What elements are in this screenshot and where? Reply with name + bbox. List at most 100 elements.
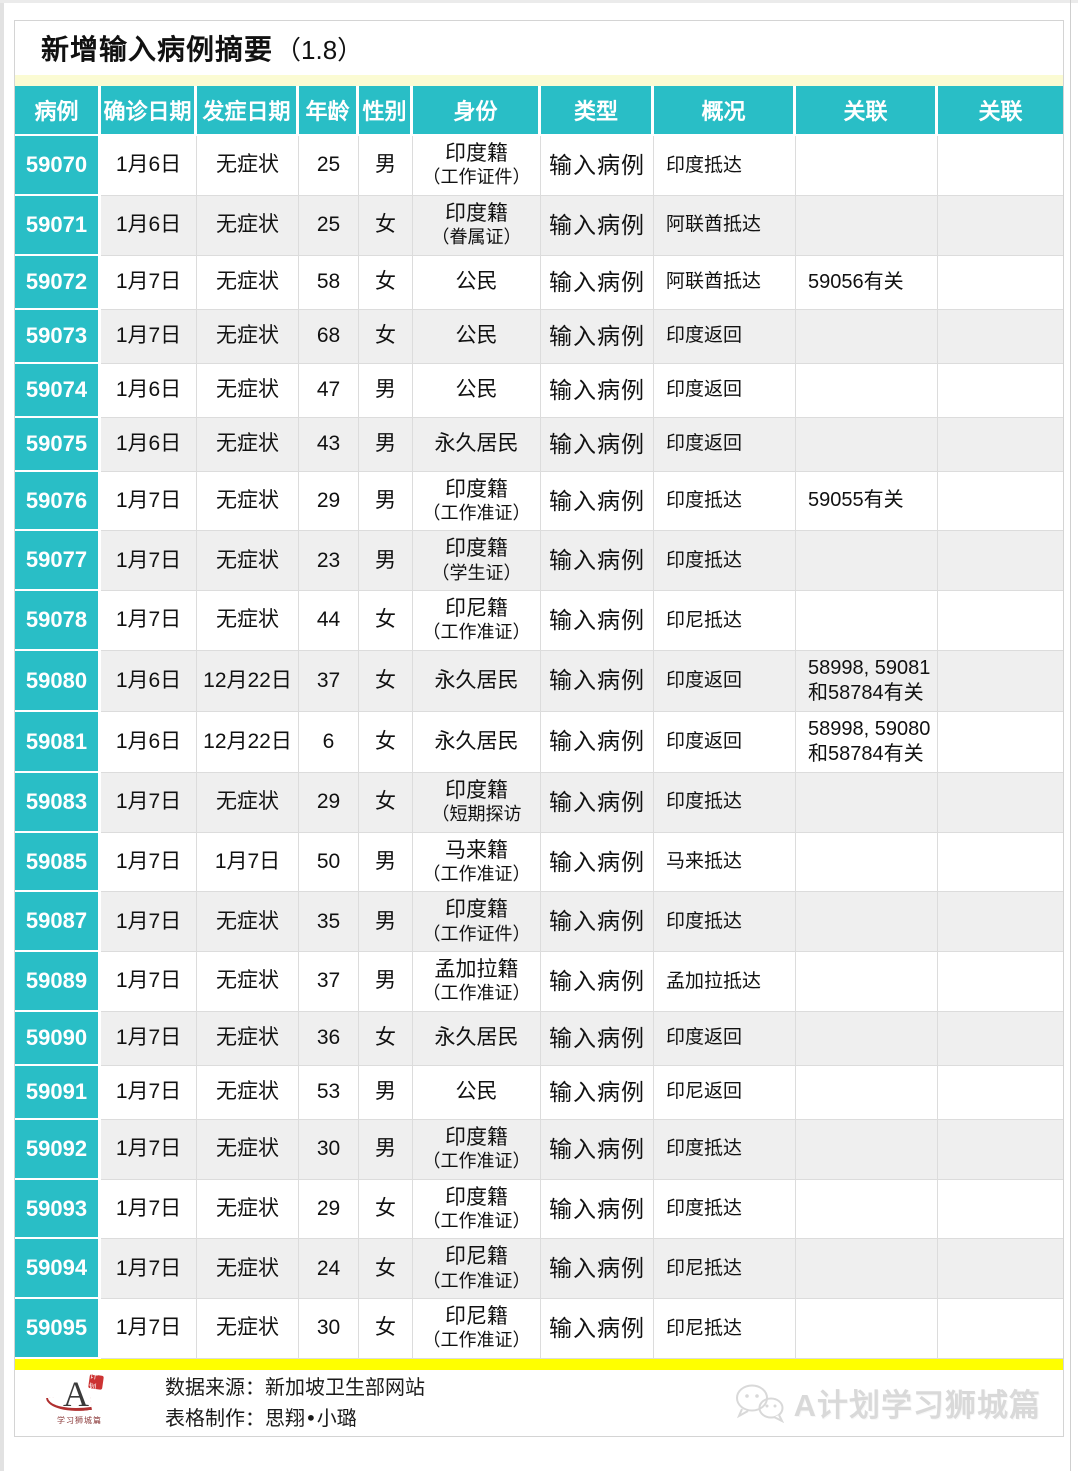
overview-cell: 印度抵达 [654, 1119, 796, 1180]
overview-cell: 印尼抵达 [654, 591, 796, 651]
confirm-date-cell: 1月7日 [101, 1011, 197, 1066]
age-cell: 50 [299, 832, 359, 893]
onset-date-cell: 无症状 [197, 531, 299, 591]
onset-date-cell: 无症状 [197, 255, 299, 310]
identity-cell: 公民 [413, 255, 541, 310]
identity-cell: 印度籍 （眷属证） [413, 195, 541, 256]
table-header-row: 病例 确诊日期 发症日期 年龄 性别 身份 类型 概况 关联 关联 [15, 86, 1063, 136]
identity-cell: 印度籍 （工作准证） [413, 471, 541, 532]
related-cell: 59055有关 [796, 471, 938, 532]
column-header: 病例 [15, 86, 101, 136]
gender-cell: 女 [359, 650, 413, 712]
overview-cell: 印度抵达 [654, 772, 796, 833]
case-id-cell: 59072 [15, 255, 101, 310]
overview-cell: 印度抵达 [654, 1179, 796, 1240]
yellow-divider [15, 1358, 1063, 1370]
column-header: 关联 [938, 86, 1063, 136]
case-id-cell: 59070 [15, 136, 101, 196]
identity-cell: 印尼籍 （工作准证） [413, 1299, 541, 1359]
related-cell [796, 1119, 938, 1180]
related-cell [796, 417, 938, 472]
table-row: 59070 1月6日 无症状 25 男 印度籍 （工作证件） 输入病例 印度抵达 [15, 136, 1063, 196]
age-cell: 23 [299, 531, 359, 591]
gender-cell: 男 [359, 471, 413, 532]
onset-date-cell: 无症状 [197, 417, 299, 472]
related2-cell [938, 309, 1063, 364]
title-bar: 新增输入病例摘要 （1.8） [15, 21, 1063, 75]
gender-cell: 男 [359, 136, 413, 196]
onset-date-cell: 无症状 [197, 591, 299, 651]
table-row: 59090 1月7日 无症状 36 女 永久居民 输入病例 印度返回 [15, 1011, 1063, 1066]
case-id-cell: 59078 [15, 591, 101, 651]
confirm-date-cell: 1月7日 [101, 1299, 197, 1359]
type-cell: 输入病例 [541, 591, 654, 651]
confirm-date-cell: 1月7日 [101, 952, 197, 1012]
age-cell: 30 [299, 1119, 359, 1180]
column-header: 年龄 [299, 86, 359, 136]
type-cell: 输入病例 [541, 1065, 654, 1120]
right-edge-line [1070, 0, 1071, 1471]
logo-seal: 计划 [88, 1371, 104, 1392]
table-row: 59087 1月7日 无症状 35 男 印度籍 （工作证件） 输入病例 印度抵达 [15, 892, 1063, 952]
overview-cell: 马来抵达 [654, 832, 796, 893]
case-id-cell: 59095 [15, 1299, 101, 1359]
case-id-cell: 59074 [15, 363, 101, 418]
related-cell [796, 591, 938, 651]
identity-cell: 印度籍 （工作证件） [413, 136, 541, 196]
related-cell [796, 1239, 938, 1299]
type-cell: 输入病例 [541, 363, 654, 418]
onset-date-cell: 无症状 [197, 363, 299, 418]
gender-cell: 男 [359, 417, 413, 472]
age-cell: 37 [299, 952, 359, 1012]
type-cell: 输入病例 [541, 471, 654, 532]
gender-cell: 女 [359, 195, 413, 256]
onset-date-cell: 无症状 [197, 892, 299, 952]
table-row: 59081 1月6日 12月22日 6 女 永久居民 输入病例 印度返回 589… [15, 711, 1063, 773]
table-body: 59070 1月6日 无症状 25 男 印度籍 （工作证件） 输入病例 印度抵达… [15, 136, 1063, 1359]
credits: 数据来源：新加坡卫生部网站 表格制作：思翔•小璐 [165, 1372, 425, 1434]
table-row: 59074 1月6日 无症状 47 男 公民 输入病例 印度返回 [15, 363, 1063, 418]
brand-logo: A 计划 学习狮城篇 [41, 1371, 133, 1431]
gender-cell: 男 [359, 832, 413, 893]
logo-sub-text: 学习狮城篇 [57, 1415, 102, 1425]
footer: A 计划 学习狮城篇 数据来源：新加坡卫生部网站 表格制作：思翔•小璐 [15, 1369, 1063, 1436]
type-cell: 输入病例 [541, 1011, 654, 1066]
gender-cell: 女 [359, 591, 413, 651]
identity-cell: 孟加拉籍 （工作准证） [413, 952, 541, 1012]
related-cell: 58998, 59080 和58784有关 [796, 711, 938, 773]
case-summary-card: 新增输入病例摘要 （1.8） 病例 确诊日期 发症日期 年龄 性别 身份 类型 概况 关联 关联 … [14, 20, 1064, 1437]
related-cell [796, 309, 938, 364]
related-cell [796, 1299, 938, 1359]
case-id-cell: 59092 [15, 1119, 101, 1180]
related2-cell [938, 363, 1063, 418]
gender-cell: 女 [359, 1179, 413, 1240]
gender-cell: 女 [359, 255, 413, 310]
gender-cell: 男 [359, 1119, 413, 1180]
related2-cell [938, 772, 1063, 833]
type-cell: 输入病例 [541, 952, 654, 1012]
identity-cell: 印尼籍 （工作准证） [413, 591, 541, 651]
age-cell: 47 [299, 363, 359, 418]
column-header: 身份 [413, 86, 541, 136]
column-header: 确诊日期 [101, 86, 197, 136]
page-title: 新增输入病例摘要 [41, 34, 274, 65]
age-cell: 6 [299, 711, 359, 773]
table-row: 59093 1月7日 无症状 29 女 印度籍 （工作准证） 输入病例 印度抵达 [15, 1179, 1063, 1240]
gender-cell: 女 [359, 1239, 413, 1299]
age-cell: 36 [299, 1011, 359, 1066]
type-cell: 输入病例 [541, 1179, 654, 1240]
type-cell: 输入病例 [541, 1299, 654, 1359]
related2-cell [938, 531, 1063, 591]
identity-cell: 印度籍 （工作准证） [413, 1179, 541, 1240]
gender-cell: 女 [359, 772, 413, 833]
left-edge-strip [0, 0, 4, 1471]
case-id-cell: 59077 [15, 531, 101, 591]
age-cell: 25 [299, 136, 359, 196]
related2-cell [938, 1299, 1063, 1359]
gender-cell: 男 [359, 363, 413, 418]
related-cell [796, 1179, 938, 1240]
case-id-cell: 59071 [15, 195, 101, 256]
column-header: 关联 [796, 86, 938, 136]
confirm-date-cell: 1月7日 [101, 309, 197, 364]
related2-cell [938, 136, 1063, 196]
